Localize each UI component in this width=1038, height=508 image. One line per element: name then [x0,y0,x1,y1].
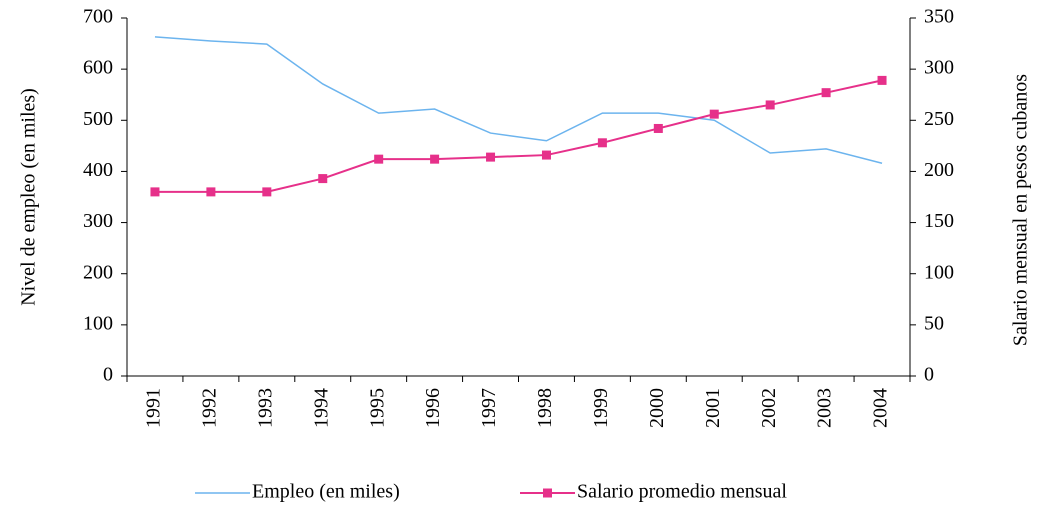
y-tick-label: 100 [83,312,113,334]
series-line [154,36,883,164]
y-tick-label: 700 [83,6,113,28]
y2-axis-label: Salario mensual en pesos cubanos [1010,74,1032,346]
x-tick-label: 1999 [590,388,612,428]
y-tick-label: 400 [83,159,113,181]
x-tick-label: 1997 [478,388,500,428]
y-tick-label: 0 [103,364,113,386]
x-tick-label: 2004 [870,388,892,428]
y-tick-label: 500 [83,108,113,130]
x-tick-label: 1996 [422,388,444,428]
marker [597,138,607,148]
marker [653,123,663,133]
marker [877,75,887,85]
series-line [154,79,883,193]
x-tick-label: 2001 [702,388,724,428]
legend-label: Salario promedio mensual [577,481,787,503]
x-tick-label: 1992 [198,388,220,428]
legend-marker [543,488,552,498]
marker [541,150,551,160]
marker [150,187,160,197]
x-tick-label: 1995 [366,388,388,428]
marker [430,154,440,164]
y2-tick-label: 100 [924,261,954,283]
x-tick-label: 1994 [310,388,332,428]
y2-tick-label: 0 [924,364,934,386]
y2-tick-label: 150 [924,210,954,232]
y2-tick-label: 300 [924,57,954,79]
y-tick-label: 300 [83,210,113,232]
x-tick-label: 2003 [814,388,836,428]
marker [486,152,496,162]
y-tick-label: 200 [83,261,113,283]
x-tick-label: 2002 [758,388,780,428]
y-axis-label: Nivel de empleo (en miles) [18,88,40,306]
marker [765,100,775,110]
legend-label: Empleo (en miles) [252,481,400,503]
marker [709,109,719,119]
x-tick-label: 2000 [646,388,668,428]
x-tick-label: 1998 [534,388,556,428]
marker [262,187,272,197]
x-tick-label: 1993 [254,388,276,428]
marker [374,154,384,164]
y2-tick-label: 350 [924,6,954,28]
marker [318,174,328,184]
y2-tick-label: 250 [924,108,954,130]
x-tick-label: 1991 [143,388,165,428]
y-tick-label: 600 [83,57,113,79]
y2-tick-label: 200 [924,159,954,181]
marker [206,187,216,197]
marker [821,88,831,98]
y2-tick-label: 50 [924,312,944,334]
